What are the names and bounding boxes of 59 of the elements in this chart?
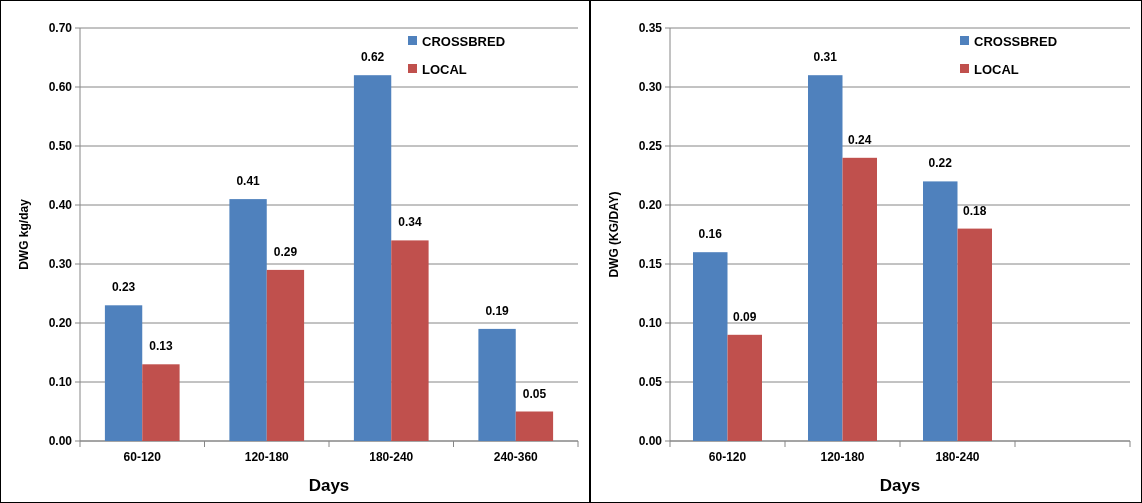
data-label: 0.05 — [522, 386, 547, 401]
legend-label: CROSSBRED — [422, 33, 506, 49]
y-axis-title: DWG kg/day — [17, 198, 31, 270]
bar — [842, 157, 877, 441]
x-tick-label: 180-240 — [369, 450, 414, 464]
bar — [391, 240, 429, 441]
bar — [515, 411, 554, 441]
bar — [266, 269, 305, 441]
y-tick-label: 0.50 — [48, 139, 73, 154]
y-tick-label: 0.25 — [638, 139, 663, 154]
x-tick-label: 120-180 — [820, 450, 865, 464]
x-tick-label: 240-360 — [493, 450, 539, 464]
y-tick-label: 0.05 — [638, 375, 663, 390]
data-label: 0.18 — [963, 203, 987, 218]
bar — [923, 181, 958, 441]
data-label: 0.62 — [360, 50, 385, 65]
y-tick-label: 0.00 — [48, 434, 73, 449]
y-tick-label: 0.10 — [48, 375, 73, 390]
bar — [478, 328, 516, 441]
x-tick-label: 60-120 — [123, 450, 162, 464]
bar — [808, 75, 843, 441]
y-axis-title: DWG (KG/DAY) — [607, 191, 621, 278]
data-label: 0.16 — [698, 227, 723, 242]
bar — [142, 364, 180, 441]
bar — [104, 305, 143, 441]
y-tick-label: 0.10 — [638, 316, 663, 331]
bar — [353, 75, 392, 441]
data-label: 0.29 — [273, 244, 298, 259]
x-tick-label: 60-120 — [708, 450, 747, 464]
x-tick-label: 180-240 — [935, 450, 980, 464]
data-label: 0.31 — [813, 50, 838, 65]
x-axis-title: Days — [879, 476, 921, 495]
bar — [727, 334, 762, 441]
data-label: 0.13 — [149, 339, 173, 354]
data-label: 0.41 — [236, 174, 261, 189]
x-tick-label: 120-180 — [244, 450, 290, 464]
data-label: 0.19 — [485, 303, 510, 318]
data-label: 0.24 — [848, 132, 872, 147]
y-tick-label: 0.60 — [48, 80, 73, 95]
y-tick-label: 0.30 — [638, 80, 663, 95]
data-label: 0.23 — [111, 280, 136, 295]
x-axis-title: Days — [308, 476, 350, 495]
y-tick-label: 0.40 — [48, 198, 73, 213]
y-tick-label: 0.00 — [638, 434, 663, 449]
legend-label: LOCAL — [422, 61, 467, 77]
data-label: 0.22 — [928, 156, 953, 171]
bar — [957, 228, 992, 441]
y-tick-label: 0.70 — [48, 21, 73, 36]
y-tick-label: 0.30 — [48, 257, 73, 272]
legend-label: LOCAL — [974, 61, 1019, 77]
bar — [229, 199, 267, 441]
y-tick-label: 0.20 — [48, 316, 73, 331]
legend-label: CROSSBRED — [974, 33, 1058, 49]
y-tick-label: 0.15 — [638, 257, 663, 272]
y-tick-label: 0.20 — [638, 198, 663, 213]
data-label: 0.34 — [398, 215, 422, 230]
y-tick-label: 0.35 — [638, 21, 663, 36]
bar — [693, 252, 728, 441]
data-label: 0.09 — [733, 309, 757, 324]
